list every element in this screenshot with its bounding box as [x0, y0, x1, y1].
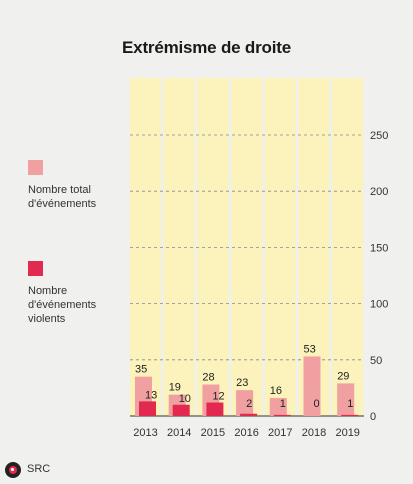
data-label-violent-2017: 1 [280, 398, 286, 410]
y-tick-label-50: 50 [370, 355, 382, 367]
bar-violent-2016 [240, 413, 258, 416]
data-label-total-2019: 29 [337, 370, 349, 382]
y-tick-label-0: 0 [370, 411, 376, 423]
chart-title: Extrémisme de droite [122, 38, 291, 57]
src-logo-icon [5, 462, 21, 478]
bar-violent-2017 [273, 414, 291, 416]
data-label-violent-2016: 2 [246, 398, 252, 410]
y-tick-label-150: 150 [370, 242, 388, 254]
bar-total-2018 [303, 356, 321, 416]
y-tick-label-250: 250 [370, 130, 388, 142]
x-tick-label-2013: 2013 [133, 427, 157, 439]
bar-total-2016 [236, 390, 254, 416]
x-tick-label-2019: 2019 [335, 427, 359, 439]
data-label-total-2014: 19 [169, 382, 181, 394]
x-tick-label-2016: 2016 [234, 427, 258, 439]
legend-swatch-total [28, 160, 43, 175]
legend-label-total: Nombre total d'événements [28, 184, 97, 210]
x-tick-label-2015: 2015 [201, 427, 225, 439]
x-tick-label-2014: 2014 [167, 427, 191, 439]
bar-violent-2015 [206, 402, 224, 416]
bar-total-2017 [269, 398, 287, 416]
x-tick-label-2018: 2018 [302, 427, 326, 439]
x-tick-label-2017: 2017 [268, 427, 292, 439]
data-label-violent-2019: 1 [347, 398, 353, 410]
data-label-violent-2018: 0 [314, 398, 320, 410]
bar-violent-2013 [139, 401, 156, 416]
legend-swatch-violent [28, 261, 43, 276]
data-label-total-2015: 28 [202, 372, 214, 384]
legend-label-violent: Nombre d'événements violents [28, 285, 97, 325]
data-label-violent-2015: 12 [212, 391, 224, 403]
data-label-total-2013: 35 [135, 364, 147, 376]
data-label-total-2017: 16 [270, 385, 282, 397]
data-label-violent-2013: 13 [145, 389, 157, 401]
data-label-violent-2014: 10 [179, 393, 191, 405]
y-tick-label-200: 200 [370, 186, 388, 198]
bar-violent-2019 [341, 414, 359, 416]
data-label-total-2018: 53 [304, 343, 316, 355]
data-label-total-2016: 23 [236, 377, 248, 389]
bar-violent-2014 [172, 404, 190, 416]
bar-total-2019 [337, 383, 355, 416]
y-tick-label-100: 100 [370, 299, 388, 311]
source-label: SRC [27, 463, 51, 475]
